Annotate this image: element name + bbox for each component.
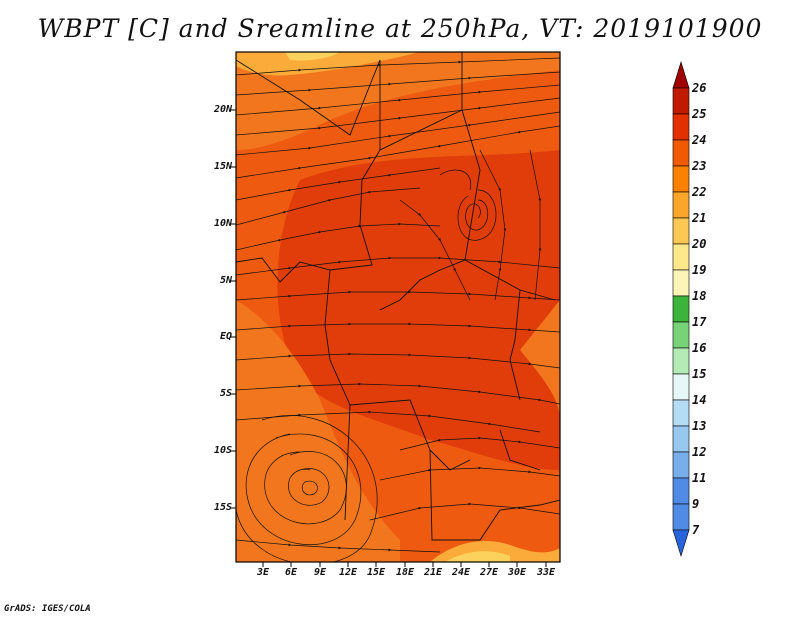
lon-label-9e: 9E bbox=[313, 567, 327, 578]
colorbar-bin-19-20 bbox=[672, 217, 690, 245]
lon-label-30e: 30E bbox=[507, 567, 527, 578]
colorbar-bin-18-19 bbox=[672, 243, 690, 271]
colorbar-label-17: 17 bbox=[692, 315, 707, 329]
colorbar-label-20: 20 bbox=[692, 237, 707, 251]
field-orange-southwest bbox=[236, 300, 400, 562]
colorbar-bottom-arrow bbox=[672, 529, 690, 558]
longitude-ticks bbox=[262, 562, 547, 567]
colorbar-label-15: 15 bbox=[692, 367, 707, 381]
colorbar-bin-17-18 bbox=[672, 269, 690, 297]
colorbar-label-14: 14 bbox=[692, 393, 707, 407]
wbpt-shading bbox=[236, 52, 560, 562]
colorbar-label-26: 26 bbox=[692, 81, 707, 95]
colorbar-bin-15-16 bbox=[672, 321, 690, 349]
colorbar-label-24: 24 bbox=[692, 133, 707, 147]
chart-title: WBPT [C] and Sreamline at 250hPa, VT: 20… bbox=[37, 14, 763, 43]
lat-label-eq: EQ bbox=[219, 331, 232, 342]
streamlines bbox=[236, 57, 560, 562]
colorbar-label-12: 12 bbox=[692, 445, 707, 459]
lon-label-3e: 3E bbox=[256, 567, 270, 578]
lon-label-33e: 33E bbox=[536, 567, 556, 578]
colorbar-bin-11-12 bbox=[672, 425, 690, 453]
colorbar-bin-24-25 bbox=[672, 87, 690, 115]
colorbar-bin-9-11 bbox=[672, 451, 690, 479]
colorbar-bin-14-15 bbox=[672, 347, 690, 375]
colorbar-bin-7-9 bbox=[672, 477, 690, 505]
latitude-ticks bbox=[231, 109, 236, 509]
lat-label-5s: 5S bbox=[219, 388, 232, 399]
colorbar-label-19: 19 bbox=[692, 263, 707, 277]
colorbar-bin-16-17 bbox=[672, 295, 690, 323]
colorbar-bin-23-24 bbox=[672, 113, 690, 141]
lat-label-5n: 5N bbox=[219, 275, 232, 286]
colorbar-bin-22-23 bbox=[672, 139, 690, 167]
colorbar-label-23: 23 bbox=[692, 159, 707, 173]
colorbar-label-11: 11 bbox=[692, 471, 707, 485]
colorbar-label-16: 16 bbox=[692, 341, 707, 355]
field-pale-southeast bbox=[445, 551, 510, 562]
lon-label-24e: 24E bbox=[451, 567, 471, 578]
lon-label-6e: 6E bbox=[284, 567, 298, 578]
colorbar bbox=[672, 60, 690, 558]
colorbar-bin-21-22 bbox=[672, 165, 690, 193]
colorbar-bin-below-7 bbox=[672, 503, 690, 531]
colorbar-bin-12-13 bbox=[672, 399, 690, 427]
lon-label-12e: 12E bbox=[338, 567, 358, 578]
colorbar-bin-20-21 bbox=[672, 191, 690, 219]
colorbar-label-22: 22 bbox=[692, 185, 707, 199]
colorbar-label-7: 7 bbox=[692, 523, 700, 537]
colorbar-bin-13-14 bbox=[672, 373, 690, 401]
colorbar-top-arrow bbox=[672, 60, 690, 89]
colorbar-label-21: 21 bbox=[692, 211, 707, 225]
grads-credit: GrADS: IGES/COLA bbox=[4, 604, 91, 614]
colorbar-label-13: 13 bbox=[692, 419, 707, 433]
lat-label-10n: 10N bbox=[213, 218, 232, 229]
colorbar-label-18: 18 bbox=[692, 289, 707, 303]
lat-label-15n: 15N bbox=[213, 161, 232, 172]
map-frame bbox=[235, 51, 561, 563]
lon-label-27e: 27E bbox=[479, 567, 499, 578]
colorbar-label-25: 25 bbox=[692, 107, 707, 121]
lat-label-15s: 15S bbox=[213, 502, 232, 513]
field-pale-north bbox=[285, 52, 340, 61]
lat-label-20n: 20N bbox=[213, 104, 232, 115]
lon-label-18e: 18E bbox=[395, 567, 415, 578]
lon-label-15e: 15E bbox=[366, 567, 386, 578]
lon-label-21e: 21E bbox=[423, 567, 443, 578]
lat-label-10s: 10S bbox=[213, 445, 232, 456]
colorbar-label-9: 9 bbox=[692, 497, 700, 511]
field-orange-east bbox=[520, 300, 560, 420]
